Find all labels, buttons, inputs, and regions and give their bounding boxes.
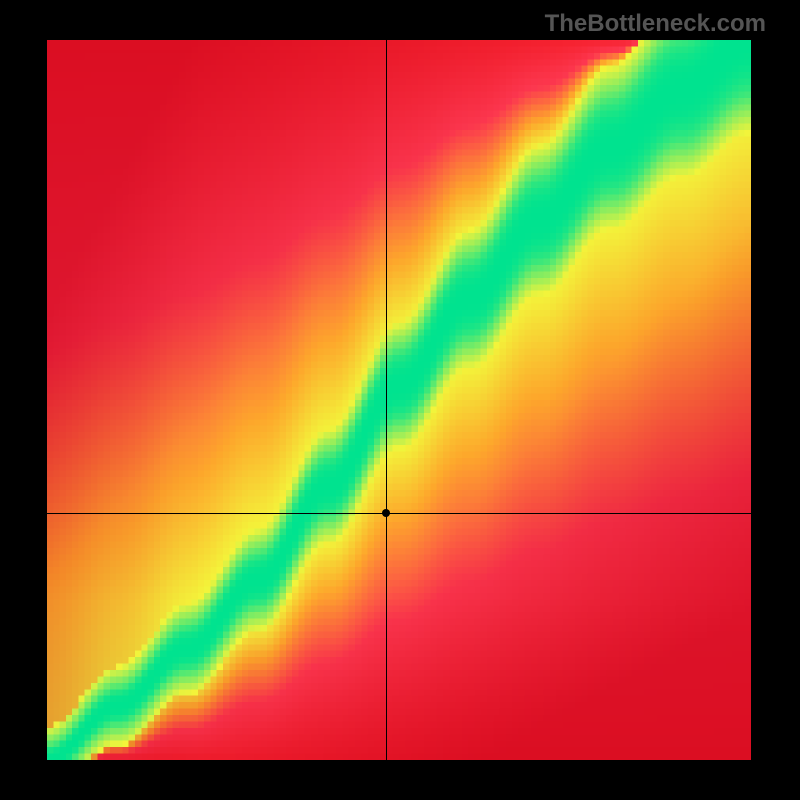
crosshair-horizontal bbox=[47, 513, 751, 514]
bottleneck-heatmap bbox=[47, 40, 751, 760]
crosshair-vertical bbox=[386, 40, 387, 760]
crosshair-marker bbox=[382, 509, 390, 517]
watermark-text: TheBottleneck.com bbox=[545, 10, 766, 38]
